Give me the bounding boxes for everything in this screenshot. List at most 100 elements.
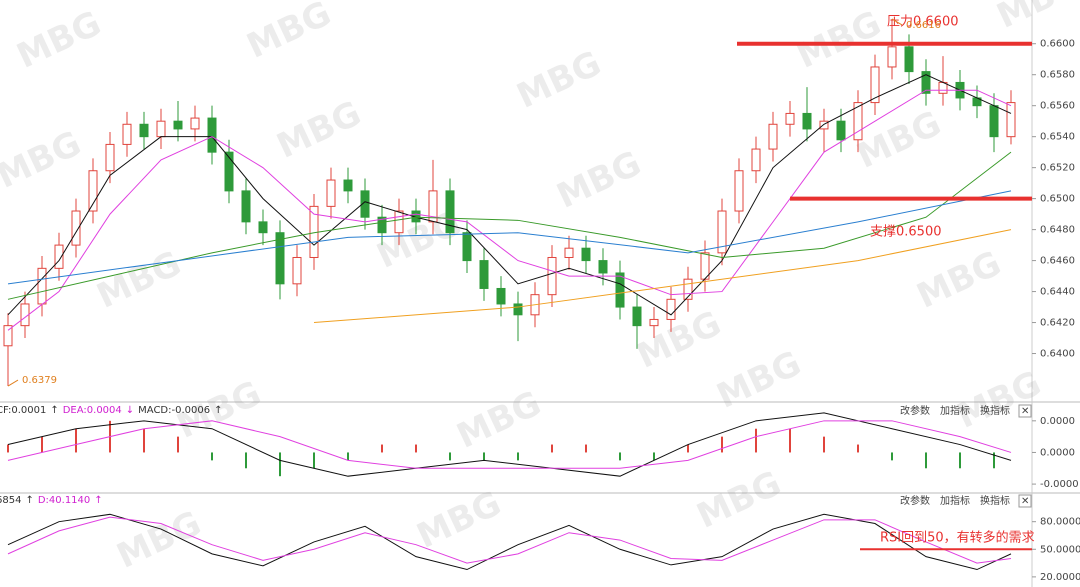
level-label: 压力0.6600 xyxy=(887,15,959,30)
indicator-line xyxy=(7,516,1012,564)
candle-body xyxy=(802,112,812,130)
candle-body xyxy=(173,120,183,130)
macd-bar xyxy=(755,428,757,453)
candle-body xyxy=(598,260,608,274)
header-item: D:40.1140 xyxy=(38,495,90,506)
indicator-line xyxy=(7,420,1012,469)
header-item: MACD:-0.0006 xyxy=(138,405,210,416)
macd-bar xyxy=(585,444,587,453)
macd-bar xyxy=(177,436,179,453)
y-tick-label: 0.6600 xyxy=(1040,39,1075,50)
y-tick-label: -0.0000 xyxy=(1040,479,1079,490)
candle-body xyxy=(751,148,761,172)
indicator-line xyxy=(7,513,1012,571)
y-tick-label: 0.6440 xyxy=(1040,287,1075,298)
macd-bar xyxy=(993,452,995,469)
candle-body xyxy=(564,247,574,258)
panel-button[interactable]: 换指标 xyxy=(980,494,1010,507)
level-label: 支撑0.6500 xyxy=(870,225,942,240)
macd-bar xyxy=(857,444,859,453)
indicator-line xyxy=(7,190,1012,285)
macd-bar xyxy=(653,452,655,461)
indicator-header: 6854 ↑ D:40.1140 ↑ xyxy=(0,495,103,506)
candle-body xyxy=(547,256,557,296)
y-tick-label: 0.6420 xyxy=(1040,318,1075,329)
header-item: CF:0.0001 xyxy=(0,405,46,416)
macd-bar xyxy=(381,444,383,453)
candle-body xyxy=(241,190,251,223)
indicator-line xyxy=(7,74,1012,316)
panel-button[interactable]: ✕ xyxy=(1021,496,1029,507)
y-tick-label: 0.0000 xyxy=(1040,447,1075,458)
candle-body xyxy=(649,318,659,327)
macd-bar xyxy=(551,444,553,453)
y-tick-label: 0.6540 xyxy=(1040,132,1075,143)
y-tick-label: 0.6500 xyxy=(1040,194,1075,205)
candle-body xyxy=(768,123,778,150)
macd-bar xyxy=(211,452,213,461)
macd-bar xyxy=(891,452,893,461)
macd-bar xyxy=(959,452,961,469)
candle-body xyxy=(275,232,285,285)
panel-button[interactable]: 改参数 xyxy=(900,494,930,507)
candle-body xyxy=(258,221,268,234)
candle-body xyxy=(122,123,132,145)
close-box xyxy=(1018,404,1032,418)
panel-button[interactable]: ✕ xyxy=(1021,406,1029,417)
candle-body xyxy=(156,120,166,138)
macd-bar xyxy=(483,452,485,461)
macd-bar xyxy=(279,452,281,477)
candle-body xyxy=(683,278,693,300)
y-tick-label: 80.0000 xyxy=(1040,517,1080,528)
macd-bar xyxy=(925,452,927,469)
candle-body xyxy=(785,112,795,125)
candle-body xyxy=(139,123,149,138)
macd-bar xyxy=(517,452,519,461)
candle-body xyxy=(207,117,217,153)
panel-button[interactable]: 换指标 xyxy=(980,404,1010,417)
candle-body xyxy=(428,190,438,223)
close-box xyxy=(1018,494,1032,508)
candle-body xyxy=(904,46,914,73)
panel-button[interactable]: 改参数 xyxy=(900,404,930,417)
header-item: 6854 xyxy=(0,495,21,506)
header-item: ↑ xyxy=(94,495,102,506)
candle-body xyxy=(819,120,829,130)
y-tick-label: 0.6400 xyxy=(1040,349,1075,360)
macd-bar xyxy=(789,428,791,453)
annotation-arrow xyxy=(7,379,19,387)
y-tick-label: 0.6580 xyxy=(1040,70,1075,81)
candle-body xyxy=(462,232,472,262)
panel-button[interactable]: 加指标 xyxy=(940,494,970,507)
candle-body xyxy=(37,267,47,305)
annotation-arrow xyxy=(891,18,903,26)
macd-bar xyxy=(41,436,43,453)
candle-body xyxy=(445,190,455,234)
candle-body xyxy=(54,244,64,269)
y-tick-label: 50.0000 xyxy=(1040,544,1080,555)
candle-body xyxy=(3,325,13,347)
macd-bar xyxy=(245,452,247,469)
y-tick-label: 20.0000 xyxy=(1040,572,1080,583)
candle-body xyxy=(921,71,931,94)
macd-bar xyxy=(7,444,9,453)
macd-bar xyxy=(313,452,315,469)
macd-bar xyxy=(687,444,689,453)
macd-bar xyxy=(143,428,145,453)
candle-body xyxy=(496,287,506,305)
macd-bar xyxy=(619,452,621,461)
level-label: RSI回到50，有转多的需求 xyxy=(880,530,1035,546)
macd-bar xyxy=(75,428,77,453)
macd-bar xyxy=(415,444,417,453)
candle-body xyxy=(360,190,370,218)
candle-body xyxy=(717,210,727,254)
macd-bar xyxy=(347,452,349,461)
panel-button[interactable]: 加指标 xyxy=(940,404,970,417)
candle-body xyxy=(870,66,880,104)
candle-body xyxy=(190,117,200,130)
header-item: ↓ xyxy=(126,405,134,416)
macd-bar xyxy=(449,452,451,461)
y-tick-label: 0.0000 xyxy=(1040,416,1075,427)
